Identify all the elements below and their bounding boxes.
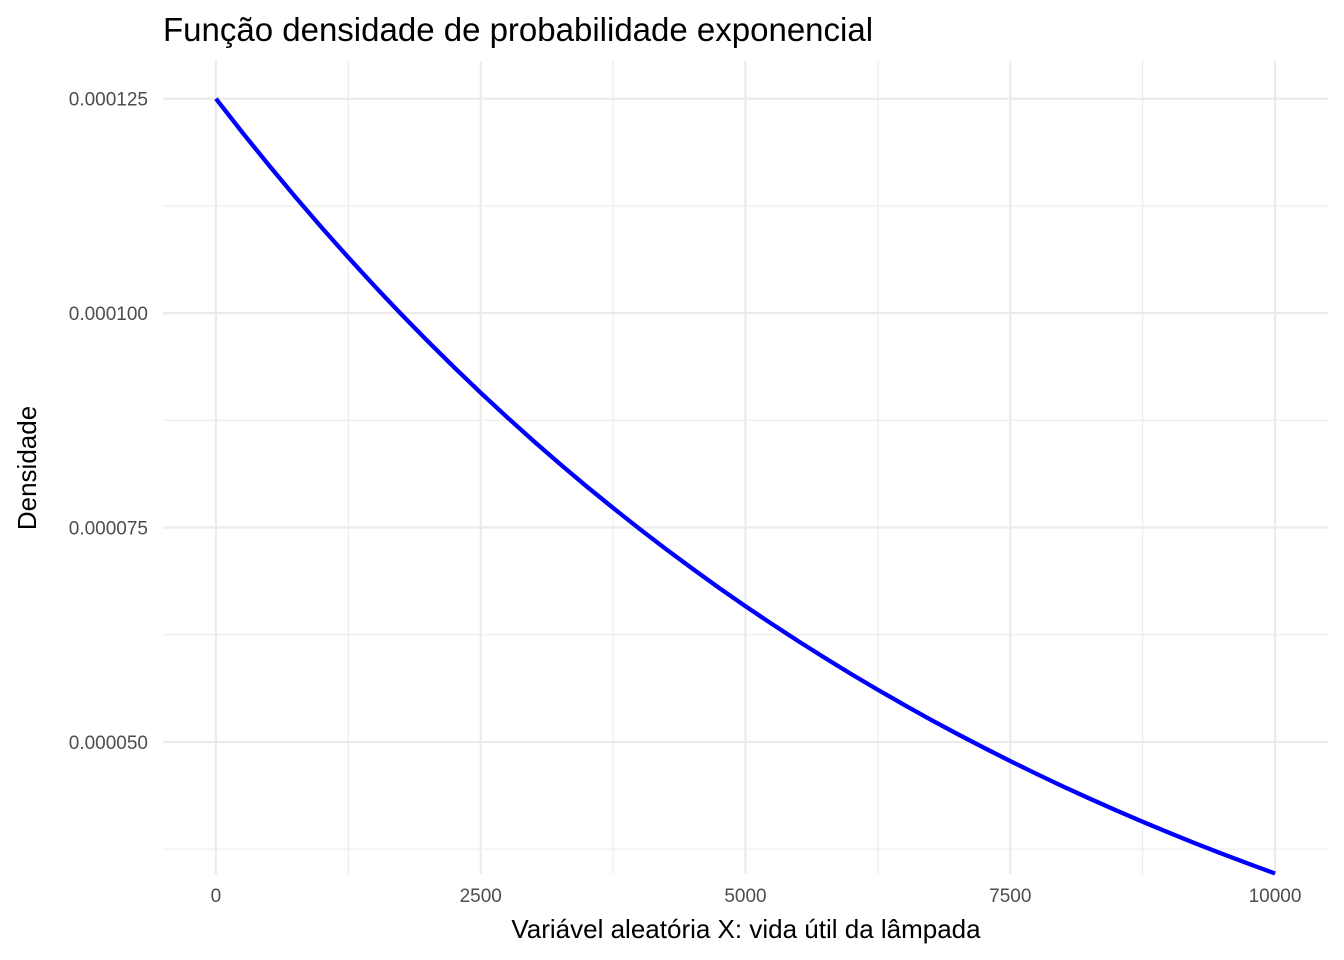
grid-major — [163, 61, 1328, 874]
x-tick-labels: 0 2500 5000 7500 10000 — [211, 886, 1302, 907]
chart-title: Função densidade de probabilidade expone… — [163, 11, 873, 48]
y-tick-label: 0.000075 — [69, 519, 148, 540]
x-tick-label: 5000 — [724, 886, 766, 907]
series-layer — [214, 97, 1276, 876]
x-tick-label: 2500 — [460, 886, 502, 907]
y-tick-label: 0.000100 — [69, 304, 148, 325]
y-tick-labels: 0.000050 0.000075 0.000100 0.000125 — [69, 90, 148, 754]
x-axis-title: Variável aleatória X: vida útil da lâmpa… — [511, 914, 981, 944]
x-tick-label: 0 — [211, 886, 222, 907]
x-tick-label: 7500 — [989, 886, 1031, 907]
y-axis-title: Densidade — [12, 406, 42, 530]
y-tick-label: 0.000125 — [69, 90, 148, 111]
x-tick-label: 10000 — [1249, 886, 1302, 907]
y-tick-label: 0.000050 — [69, 733, 148, 754]
density-curve — [214, 97, 1276, 876]
